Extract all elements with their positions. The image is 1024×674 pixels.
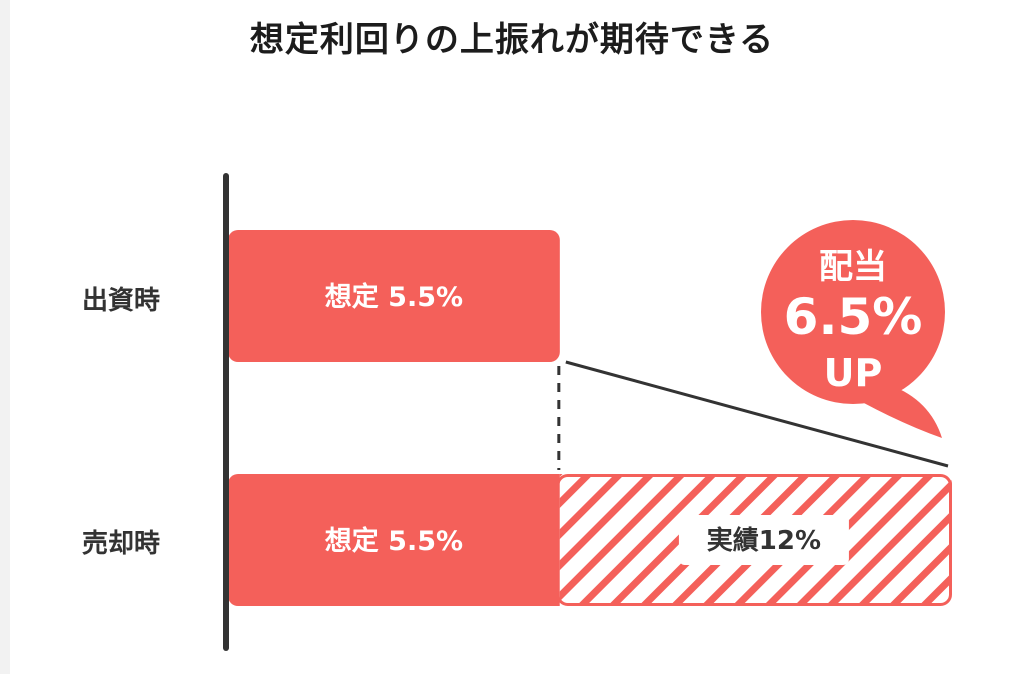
bar-sale-group xyxy=(228,474,952,606)
bubble-text-line1: 配当 xyxy=(819,247,887,287)
chart-title: 想定利回りの上振れが期待できる xyxy=(249,20,775,60)
row-initial: 出資時 想定 5.5% xyxy=(82,230,560,362)
row-label-sale: 売却時 xyxy=(82,529,160,559)
page-edge-strip xyxy=(0,0,10,674)
actual-label: 実績12% xyxy=(707,525,821,556)
bar-sale-outline xyxy=(556,474,952,606)
row-sale: 売却時 想定 5.5% 実績12% xyxy=(82,474,952,606)
bar-sale-label: 想定 5.5% xyxy=(325,525,463,557)
bar-sale-assumed xyxy=(228,474,560,606)
dividend-up-bubble: 配当 6.5% UP xyxy=(761,220,945,438)
bar-initial-assumed xyxy=(228,230,560,362)
slope-connector-line xyxy=(565,360,949,468)
actual-label-box xyxy=(678,515,849,565)
bubble-text-value: 6.5% xyxy=(784,288,923,346)
bar-initial-label: 想定 5.5% xyxy=(325,281,463,313)
row-label-initial: 出資時 xyxy=(82,286,160,316)
bubble-circle xyxy=(761,220,945,404)
bubble-text-line3: UP xyxy=(824,351,883,395)
